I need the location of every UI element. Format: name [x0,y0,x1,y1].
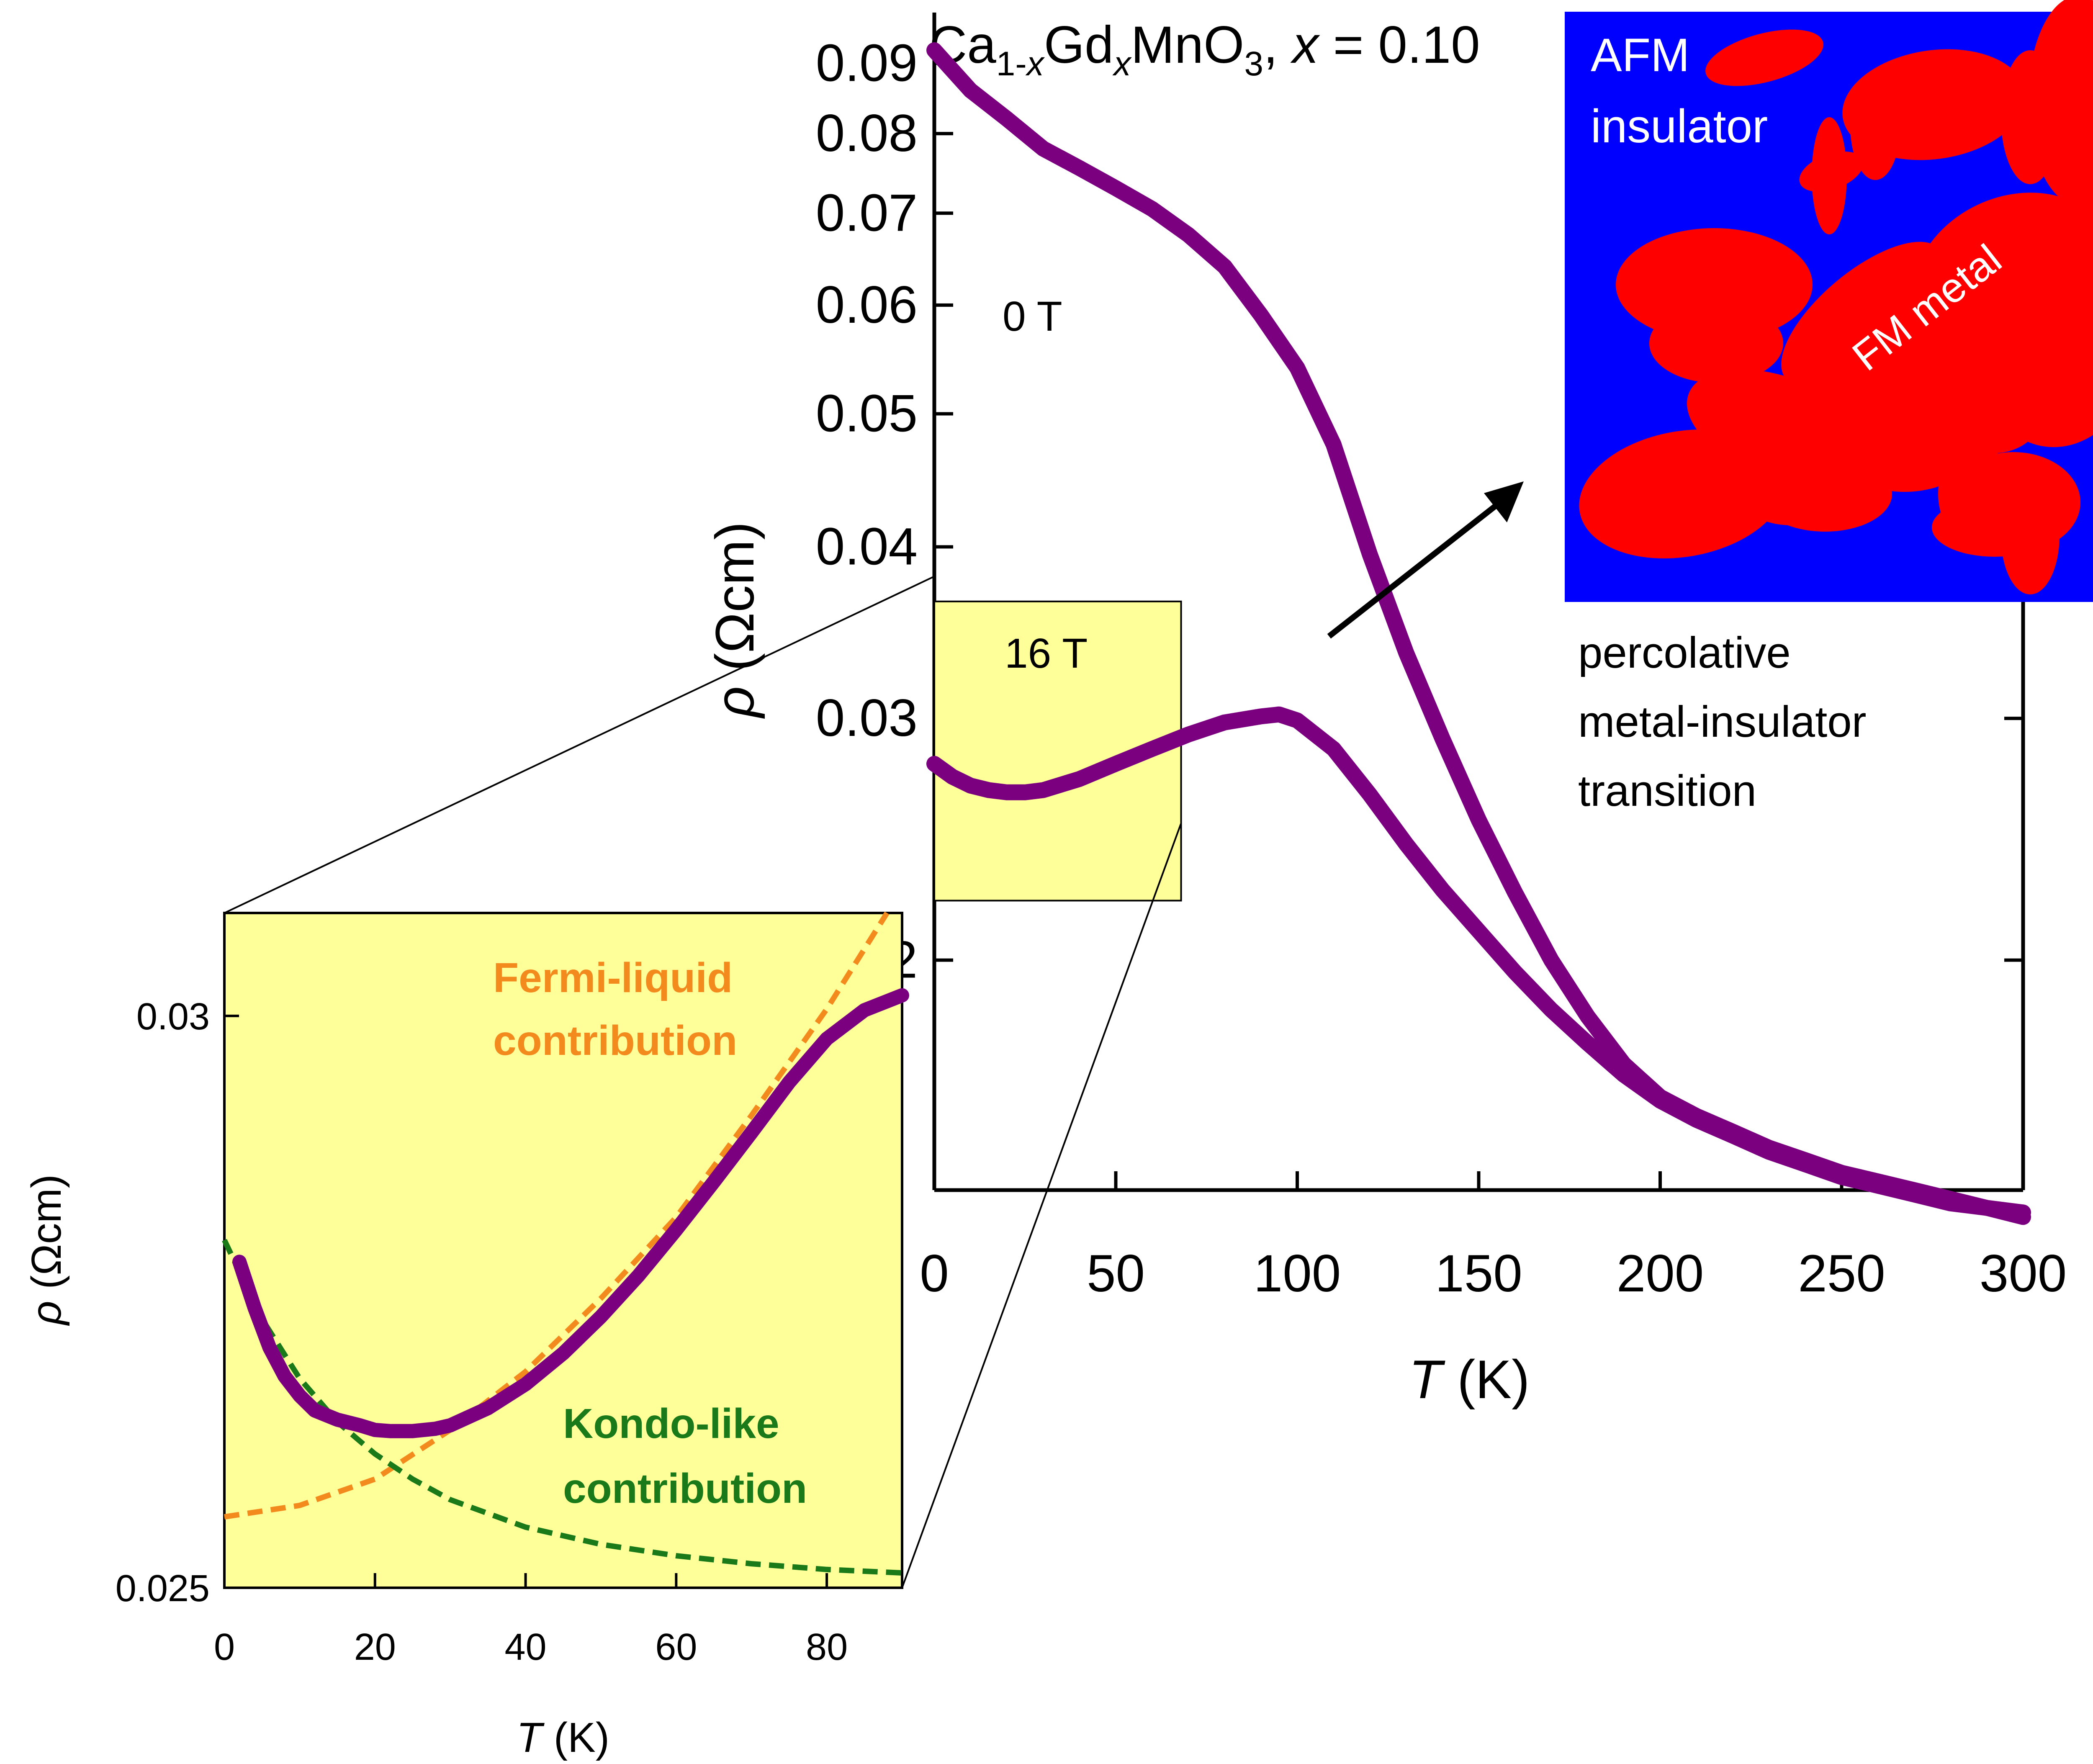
main-y-axis-label: ρ (Ωcm) [704,522,765,719]
main-x-tick-label: 250 [1798,1245,1885,1303]
series-16T-curve [926,706,2031,1225]
main-x-tick-label: 150 [1435,1245,1522,1303]
zoom-x-tick-label: 40 [505,1626,547,1668]
main-y-tick-label: 0.06 [816,276,918,334]
transition-label-line2: metal-insulator [1578,697,1867,746]
inset-afm-label-line1: AFM [1591,29,1689,81]
zoom-chart: 0.025 0.03 0 20 40 60 80 Fermi-liquid contrib… [23,911,909,1761]
zoom-x-ticks: 0 20 40 60 80 [214,1573,848,1668]
main-y-tick-label: 0.08 [816,104,918,162]
main-y-tick-label: 0.04 [816,517,918,576]
main-y-tick-label: 0.03 [816,689,918,747]
fermi-label-line1: Fermi-liquid [493,954,733,1001]
main-y-ticks: 0.020.030.040.050.060.070.080.09 [816,34,2023,989]
main-x-tick-label: 300 [1980,1245,2067,1303]
main-x-axis-label: T (K) [1409,1349,1530,1410]
zoom-x-axis-label: T (K) [517,1714,609,1761]
main-y-tick-label: 0.05 [816,385,918,443]
main-x-tick-label: 50 [1087,1245,1145,1303]
kondo-label-line1: Kondo-like [563,1400,779,1447]
main-x-tick-label: 200 [1617,1245,1704,1303]
fermi-label-line2: contribution [493,1017,737,1064]
arrow-to-inset [1327,481,1524,639]
kondo-like-curve [222,1239,903,1576]
main-x-ticks: 0 50 100 150 200 250 300 [920,1171,2067,1303]
inset-fm-grains [1579,0,2093,594]
phase-separation-inset: AFM insulator FM metal [1565,0,2093,602]
zoom-x-tick-label: 20 [354,1626,396,1668]
inset-afm-label-line2: insulator [1591,100,1768,152]
main-x-tick-label: 0 [920,1245,949,1303]
zoom-16T-curve [232,988,909,1438]
zoom-connector-bottom [901,823,1182,1588]
zoom-connector-top [224,576,935,914]
zoom-x-tick-label: 80 [806,1626,848,1668]
main-chart: 0.020.030.040.050.060.070.080.09 0501001… [704,13,2067,1410]
main-y-tick-label: 0.09 [816,34,918,92]
main-title: Ca1-xGdxMnO3, x = 0.10 [929,16,1480,83]
transition-label-line3: transition [1578,766,1756,815]
transition-label-line1: percolative [1578,628,1791,677]
zoom-y-tick-label: 0.03 [136,996,210,1038]
label-16T: 16 T [1005,630,1088,677]
zoom-x-tick-label: 60 [655,1626,697,1668]
zoom-chart-area [223,912,903,1589]
label-0T: 0 T [1003,293,1062,340]
kondo-label-line2: contribution [563,1465,807,1512]
zoom-y-ticks: 0.025 0.03 [116,996,239,1610]
main-x-tick-label: 100 [1254,1245,1341,1303]
zoom-x-tick-label: 0 [214,1626,235,1668]
main-y-tick-label: 0.07 [816,184,918,242]
zoom-y-axis-label: ρ (Ωcm) [23,1174,70,1326]
zoom-y-tick-label: 0.025 [116,1568,210,1610]
